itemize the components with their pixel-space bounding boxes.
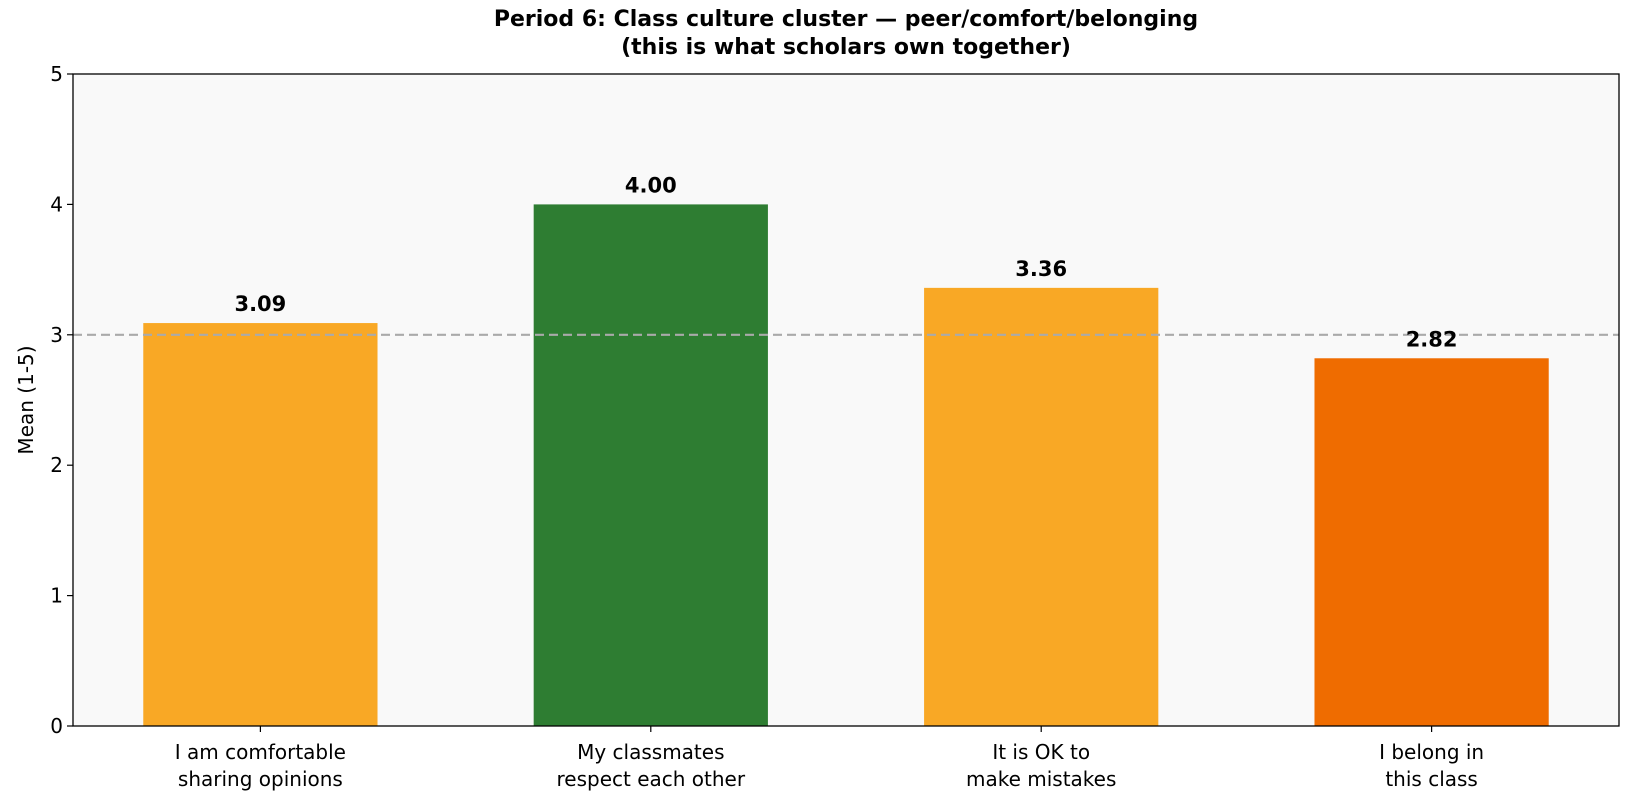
y-tick-label: 0 xyxy=(50,714,63,738)
y-tick-label: 3 xyxy=(50,323,63,347)
y-tick-label: 4 xyxy=(50,192,63,216)
x-tick-label: My classmates respect each other xyxy=(557,740,746,791)
bar xyxy=(924,287,1159,726)
value-label: 4.00 xyxy=(625,173,677,197)
value-label: 3.09 xyxy=(234,292,286,316)
x-tick-label: I belong in this class xyxy=(1379,740,1484,791)
value-label: 2.82 xyxy=(1406,327,1458,351)
bar xyxy=(1314,358,1549,726)
chart-title: Period 6: Class culture cluster — peer/c… xyxy=(494,7,1198,60)
y-axis-label: Mean (1-5) xyxy=(14,345,38,454)
bar xyxy=(143,323,378,726)
plot-frame xyxy=(72,73,1620,727)
y-tick-label: 5 xyxy=(50,62,63,86)
bar xyxy=(533,204,768,726)
value-label: 3.36 xyxy=(1015,257,1067,281)
y-tick-label: 2 xyxy=(50,453,63,477)
x-tick-label: I am comfortable sharing opinions xyxy=(175,740,346,791)
x-tick-label: It is OK to make mistakes xyxy=(966,740,1116,791)
y-tick-label: 1 xyxy=(50,584,63,608)
